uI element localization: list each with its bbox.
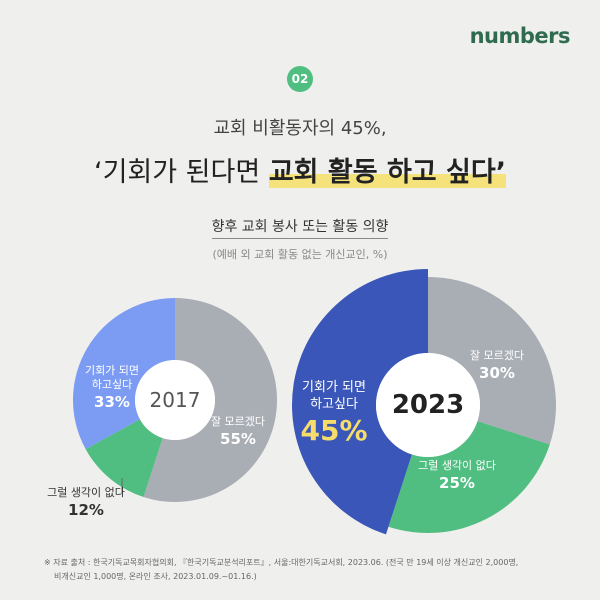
value-label: 45%	[300, 414, 368, 447]
headline: ‘기회가 된다면 교회 활동 하고 싶다’	[0, 150, 600, 189]
category-label: 그럴 생각이 없다	[47, 486, 125, 499]
chart-subtitle: (예배 외 교회 활동 없는 개신교인, %)	[212, 248, 388, 261]
pie-slice	[291, 269, 428, 535]
pie-slice	[72, 298, 175, 450]
subtitle: 교회 비활동자의 45%,	[213, 118, 387, 139]
pie-slice	[143, 298, 277, 502]
category-label: 기회가 되면 하고싶다	[84, 364, 140, 391]
value-label: 55%	[220, 430, 256, 448]
footnote-line: 비개신교인 1,000명, 온라인 조사, 2023.01.09.~01.16.…	[54, 572, 257, 581]
slice-label: 잘 모르겠다 55%	[211, 415, 265, 449]
chart-title-text: 향후 교회 봉사 또는 활동 의향	[211, 219, 389, 239]
headline-text: ‘기회가 된다면	[94, 157, 261, 188]
center-label: 2017	[149, 388, 201, 412]
footnote-line: ※ 자료 출처 : 한국기독교목회자협의회, 『한국기독교분석리포트』, 서울:…	[44, 558, 519, 567]
pie-slice	[85, 419, 163, 498]
category-label: 그럴 생각이 없다	[418, 459, 496, 472]
donut-hole	[376, 353, 480, 457]
brand-logo: numbers	[469, 24, 571, 48]
footnote: ※ 자료 출처 : 한국기독교목회자협의회, 『한국기독교분석리포트』, 서울:…	[44, 556, 518, 584]
center-label: 2023	[391, 390, 465, 420]
chart-title: 향후 교회 봉사 또는 활동 의향	[0, 216, 600, 239]
slice-label: 기회가 되면 하고싶다 45%	[300, 379, 367, 449]
pie-slice	[428, 277, 556, 445]
category-label: 잘 모르겠다	[210, 415, 266, 428]
slice-label: 그럴 생각이 없다 25%	[418, 459, 496, 493]
category-label: 기회가 되면 하고싶다	[302, 380, 366, 412]
donut-hole	[135, 360, 215, 440]
value-label: 33%	[94, 393, 130, 411]
slice-label: 그럴 생각이 없다 12%	[47, 486, 125, 520]
value-label: 30%	[479, 364, 515, 382]
pie-slice	[388, 421, 550, 533]
slice-label: 잘 모르겠다 30%	[470, 349, 524, 383]
value-label: 25%	[439, 474, 475, 492]
slice-label: 기회가 되면 하고싶다 33%	[85, 364, 139, 412]
category-label: 잘 모르겠다	[469, 349, 525, 362]
value-label: 12%	[68, 501, 104, 519]
headline-highlight: 교회 활동 하고 싶다’	[268, 157, 506, 188]
badge: 02	[287, 66, 313, 92]
